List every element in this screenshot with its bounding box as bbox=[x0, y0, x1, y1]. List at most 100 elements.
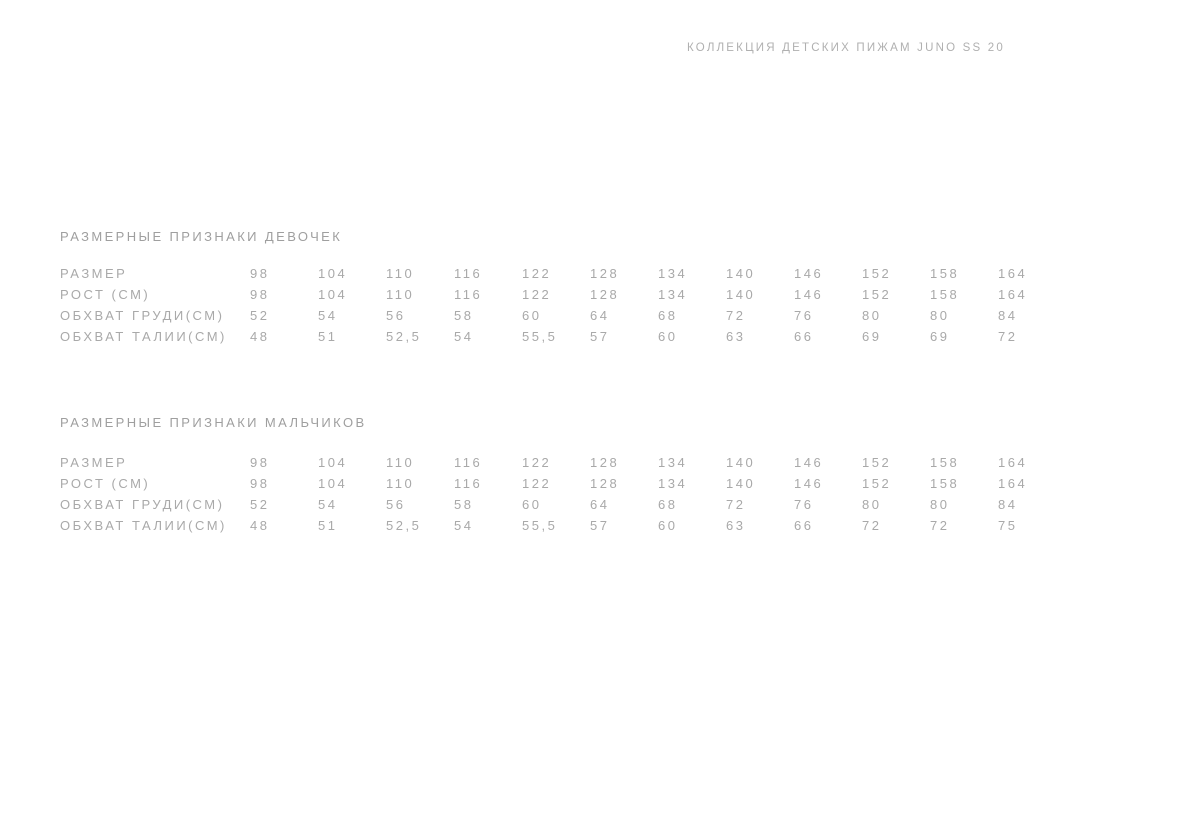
size-value-cell: 66 bbox=[794, 329, 814, 344]
size-value-cell: 158 bbox=[930, 455, 960, 470]
size-value-cell: 152 bbox=[862, 476, 892, 491]
size-value-cell: 84 bbox=[998, 308, 1018, 323]
size-value-cell: 98 bbox=[250, 287, 270, 302]
size-value-cell: 56 bbox=[386, 308, 406, 323]
size-value-cell: 104 bbox=[318, 476, 348, 491]
size-value-cell: 158 bbox=[930, 287, 960, 302]
size-value-cell: 140 bbox=[726, 266, 756, 281]
size-value-cell: 55,5 bbox=[522, 329, 558, 344]
size-value-cell: 116 bbox=[454, 266, 483, 281]
size-value-cell: 58 bbox=[454, 308, 474, 323]
size-value-cell: 128 bbox=[590, 455, 620, 470]
size-value-cell: 140 bbox=[726, 455, 756, 470]
size-value-cell: 66 bbox=[794, 518, 814, 533]
size-value-cell: 134 bbox=[658, 476, 688, 491]
size-value-cell: 110 bbox=[386, 476, 415, 491]
size-value-cell: 63 bbox=[726, 329, 746, 344]
size-value-cell: 48 bbox=[250, 329, 270, 344]
size-value-cell: 122 bbox=[522, 455, 552, 470]
size-value-cell: 164 bbox=[998, 266, 1028, 281]
size-value-cell: 110 bbox=[386, 287, 415, 302]
size-value-cell: 128 bbox=[590, 476, 620, 491]
size-value-cell: 84 bbox=[998, 497, 1018, 512]
size-value-cell: 80 bbox=[862, 308, 882, 323]
size-value-cell: 140 bbox=[726, 476, 756, 491]
size-value-cell: 55,5 bbox=[522, 518, 558, 533]
size-value-cell: 140 bbox=[726, 287, 756, 302]
size-value-cell: 128 bbox=[590, 266, 620, 281]
size-value-cell: 164 bbox=[998, 476, 1028, 491]
size-value-cell: 58 bbox=[454, 497, 474, 512]
size-value-cell: 146 bbox=[794, 455, 824, 470]
size-value-cell: 52,5 bbox=[386, 518, 422, 533]
size-value-cell: 152 bbox=[862, 266, 892, 281]
row-label: РОСТ (СМ) bbox=[60, 476, 151, 491]
document-header: КОЛЛЕКЦИЯ ДЕТСКИХ ПИЖАМ JUNO SS 20 bbox=[687, 42, 1005, 54]
size-value-cell: 80 bbox=[862, 497, 882, 512]
size-value-cell: 164 bbox=[998, 455, 1028, 470]
size-value-cell: 98 bbox=[250, 266, 270, 281]
table-row: РАЗМЕР 98 104 110 116 122 128 134 140 146 152 158 16… bbox=[60, 263, 1066, 284]
row-label: РАЗМЕР bbox=[60, 455, 128, 470]
size-value-cell: 80 bbox=[930, 308, 950, 323]
table-row: РОСТ (СМ) 98 104 110 116 122 128 134 140 146 152 15… bbox=[60, 284, 1066, 305]
size-value-cell: 57 bbox=[590, 518, 610, 533]
size-value-cell: 69 bbox=[930, 329, 950, 344]
size-value-cell: 104 bbox=[318, 455, 348, 470]
size-value-cell: 60 bbox=[658, 329, 678, 344]
size-value-cell: 57 bbox=[590, 329, 610, 344]
size-value-cell: 134 bbox=[658, 455, 688, 470]
size-value-cell: 52 bbox=[250, 308, 270, 323]
size-value-cell: 146 bbox=[794, 266, 824, 281]
size-value-cell: 110 bbox=[386, 266, 415, 281]
size-value-cell: 158 bbox=[930, 476, 960, 491]
size-value-cell: 72 bbox=[726, 497, 746, 512]
boys-size-table: РАЗМЕР 98 104 110 116 122 128 134 140 146 152 158 16… bbox=[60, 452, 1066, 536]
size-value-cell: 64 bbox=[590, 497, 610, 512]
size-value-cell: 72 bbox=[930, 518, 950, 533]
size-value-cell: 134 bbox=[658, 287, 688, 302]
size-value-cell: 116 bbox=[454, 455, 483, 470]
table-row: ОБХВАТ ТАЛИИ(СМ) 48 51 52,5 54 55,5 57 60 63 66 72… bbox=[60, 515, 1066, 536]
table-row: ОБХВАТ ТАЛИИ(СМ) 48 51 52,5 54 55,5 57 60 63 66 69… bbox=[60, 326, 1066, 347]
size-value-cell: 128 bbox=[590, 287, 620, 302]
size-value-cell: 54 bbox=[454, 518, 474, 533]
size-value-cell: 146 bbox=[794, 287, 824, 302]
size-value-cell: 75 bbox=[998, 518, 1018, 533]
size-value-cell: 116 bbox=[454, 476, 483, 491]
size-value-cell: 122 bbox=[522, 266, 552, 281]
size-value-cell: 152 bbox=[862, 455, 892, 470]
girls-size-table: РАЗМЕР 98 104 110 116 122 128 134 140 146 152 158 16… bbox=[60, 263, 1066, 347]
size-value-cell: 51 bbox=[318, 518, 338, 533]
size-value-cell: 152 bbox=[862, 287, 892, 302]
size-value-cell: 146 bbox=[794, 476, 824, 491]
size-value-cell: 80 bbox=[930, 497, 950, 512]
row-label: ОБХВАТ ГРУДИ(СМ) bbox=[60, 308, 225, 323]
size-value-cell: 98 bbox=[250, 455, 270, 470]
row-label: РАЗМЕР bbox=[60, 266, 128, 281]
row-label: РОСТ (СМ) bbox=[60, 287, 151, 302]
size-value-cell: 164 bbox=[998, 287, 1028, 302]
size-value-cell: 72 bbox=[862, 518, 882, 533]
table-row: РОСТ (СМ) 98 104 110 116 122 128 134 140 146 152 15… bbox=[60, 473, 1066, 494]
size-value-cell: 48 bbox=[250, 518, 270, 533]
table-row: РАЗМЕР 98 104 110 116 122 128 134 140 146 152 158 16… bbox=[60, 452, 1066, 473]
size-value-cell: 72 bbox=[998, 329, 1018, 344]
girls-size-table-title: РАЗМЕРНЫЕ ПРИЗНАКИ ДЕВОЧЕК bbox=[60, 229, 343, 244]
table-row: ОБХВАТ ГРУДИ(СМ) 52 54 56 58 60 64 68 72 76 80 80 84 bbox=[60, 305, 1066, 326]
size-value-cell: 104 bbox=[318, 266, 348, 281]
size-value-cell: 122 bbox=[522, 476, 552, 491]
size-value-cell: 54 bbox=[454, 329, 474, 344]
row-label: ОБХВАТ ТАЛИИ(СМ) bbox=[60, 518, 227, 533]
row-label: ОБХВАТ ТАЛИИ(СМ) bbox=[60, 329, 227, 344]
size-value-cell: 122 bbox=[522, 287, 552, 302]
size-value-cell: 56 bbox=[386, 497, 406, 512]
size-value-cell: 54 bbox=[318, 497, 338, 512]
size-value-cell: 51 bbox=[318, 329, 338, 344]
size-value-cell: 68 bbox=[658, 497, 678, 512]
size-value-cell: 60 bbox=[522, 308, 542, 323]
size-value-cell: 76 bbox=[794, 308, 814, 323]
size-value-cell: 69 bbox=[862, 329, 882, 344]
size-value-cell: 68 bbox=[658, 308, 678, 323]
